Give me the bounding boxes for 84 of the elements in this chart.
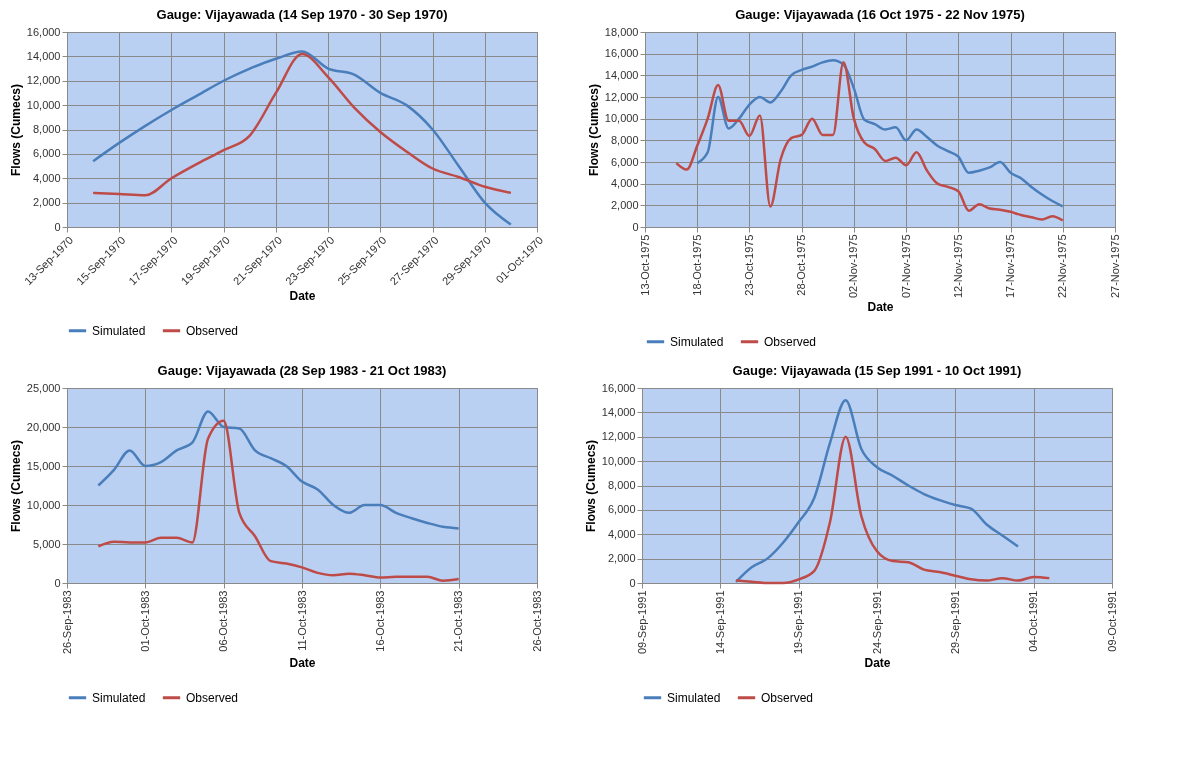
- y-tick-label: 16,000: [604, 47, 639, 60]
- y-tick-label: 18,000: [604, 25, 639, 38]
- y-tick-label: 0: [632, 220, 639, 233]
- legend-label: Simulated: [92, 690, 146, 705]
- y-tick-label: 2,000: [32, 196, 61, 209]
- y-tick-label: 16,000: [601, 381, 636, 394]
- x-tick-label: 09-Oct-1991: [1105, 590, 1118, 652]
- x-tick-label: 29-Sep-1991: [948, 590, 961, 655]
- y-tick-label: 8,000: [32, 123, 61, 135]
- chart-title: Gauge: Vijayawada (15 Sep 1991 - 10 Oct 1991): [732, 363, 1022, 378]
- x-tick-label: 27-Nov-1975: [1108, 234, 1121, 299]
- y-tick-label: 10,000: [26, 98, 61, 111]
- x-tick-label: 02-Nov-1975: [847, 234, 860, 299]
- legend-label: Simulated: [667, 690, 721, 705]
- y-tick-label: 0: [629, 576, 636, 589]
- x-tick-label: 12-Nov-1975: [951, 234, 964, 299]
- x-tick-label: 28-Oct-1975: [795, 234, 808, 296]
- x-tick-label: 04-Oct-1991: [1027, 590, 1040, 652]
- y-tick-label: 10,000: [604, 112, 639, 125]
- x-tick-label: 14-Sep-1991: [713, 590, 726, 655]
- x-axis-title: Date: [289, 289, 316, 304]
- y-tick-label: 15,000: [26, 459, 61, 472]
- y-axis-title: Flows (Cumecs): [583, 439, 598, 533]
- y-tick-label: 25,000: [26, 381, 61, 394]
- x-tick-label: 09-Sep-1991: [635, 590, 648, 655]
- y-tick-label: 20,000: [26, 420, 61, 433]
- y-tick-label: 12,000: [601, 430, 636, 443]
- x-tick-label: 26-Oct-1983: [530, 590, 543, 652]
- y-tick-label: 0: [54, 220, 61, 233]
- line-series: [734, 435, 1051, 585]
- y-tick-label: 6,000: [610, 155, 639, 168]
- x-tick-label: 06-Oct-1983: [217, 590, 230, 652]
- y-tick-label: 10,000: [26, 498, 61, 511]
- y-tick-label: 16,000: [26, 25, 61, 38]
- x-tick-label: 26-Sep-1983: [60, 590, 73, 655]
- y-tick-label: 8,000: [610, 133, 639, 146]
- line-series: [91, 50, 513, 226]
- y-axis-title: Flows (Cumecs): [586, 83, 601, 177]
- y-tick-label: 5,000: [32, 537, 61, 550]
- legend-label: Simulated: [670, 334, 724, 349]
- y-tick-label: 8,000: [607, 479, 636, 491]
- x-tick-label: 11-Oct-1983: [295, 590, 308, 651]
- x-tick-label: 24-Sep-1991: [870, 590, 883, 655]
- x-axis-title: Date: [289, 656, 316, 671]
- legend-label: Simulated: [92, 323, 146, 338]
- x-tick-label: 23-Oct-1975: [742, 234, 755, 296]
- line-series: [97, 419, 460, 582]
- x-tick-label: 17-Nov-1975: [1004, 234, 1017, 299]
- y-tick-label: 2,000: [610, 198, 639, 211]
- y-tick-label: 14,000: [604, 68, 639, 81]
- y-tick-label: 4,000: [610, 177, 639, 190]
- x-tick-label: 22-Nov-1975: [1056, 234, 1069, 299]
- y-tick-label: 12,000: [604, 90, 639, 103]
- y-tick-label: 12,000: [26, 74, 61, 87]
- y-tick-label: 4,000: [32, 171, 61, 184]
- x-axis-title: Date: [864, 656, 891, 671]
- y-tick-label: 14,000: [26, 49, 61, 62]
- chart-title: Gauge: Vijayawada (16 Oct 1975 - 22 Nov 1975): [735, 7, 1025, 22]
- y-tick-label: 14,000: [601, 405, 636, 418]
- x-tick-label: 13-Oct-1975: [638, 234, 651, 296]
- x-tick-label: 21-Oct-1983: [452, 590, 465, 652]
- y-tick-label: 2,000: [607, 552, 636, 565]
- x-tick-label: 01-Oct-1983: [138, 590, 151, 652]
- y-axis-title: Flows (Cumecs): [8, 439, 23, 533]
- legend-label: Observed: [761, 690, 814, 705]
- x-tick-label: 18-Oct-1975: [690, 234, 703, 296]
- y-tick-label: 0: [54, 576, 61, 589]
- legend-label: Observed: [186, 690, 239, 705]
- legend-label: Observed: [186, 323, 239, 338]
- y-tick-label: 6,000: [32, 147, 61, 160]
- y-tick-label: 6,000: [607, 503, 636, 516]
- x-tick-label: 16-Oct-1983: [373, 590, 386, 652]
- chart-title: Gauge: Vijayawada (14 Sep 1970 - 30 Sep 1970): [156, 7, 448, 22]
- y-tick-label: 4,000: [607, 527, 636, 540]
- x-tick-label: 19-Sep-1991: [792, 590, 805, 655]
- line-series: [91, 52, 513, 197]
- chart-title: Gauge: Vijayawada (28 Sep 1983 - 21 Oct 1983): [157, 363, 447, 378]
- x-axis-title: Date: [867, 300, 894, 315]
- line-series: [734, 398, 1020, 584]
- legend-label: Observed: [764, 334, 817, 349]
- x-tick-label: 07-Nov-1975: [899, 234, 912, 299]
- y-tick-label: 10,000: [601, 454, 636, 467]
- line-series: [97, 410, 460, 530]
- y-axis-title: Flows (Cumecs): [8, 83, 23, 177]
